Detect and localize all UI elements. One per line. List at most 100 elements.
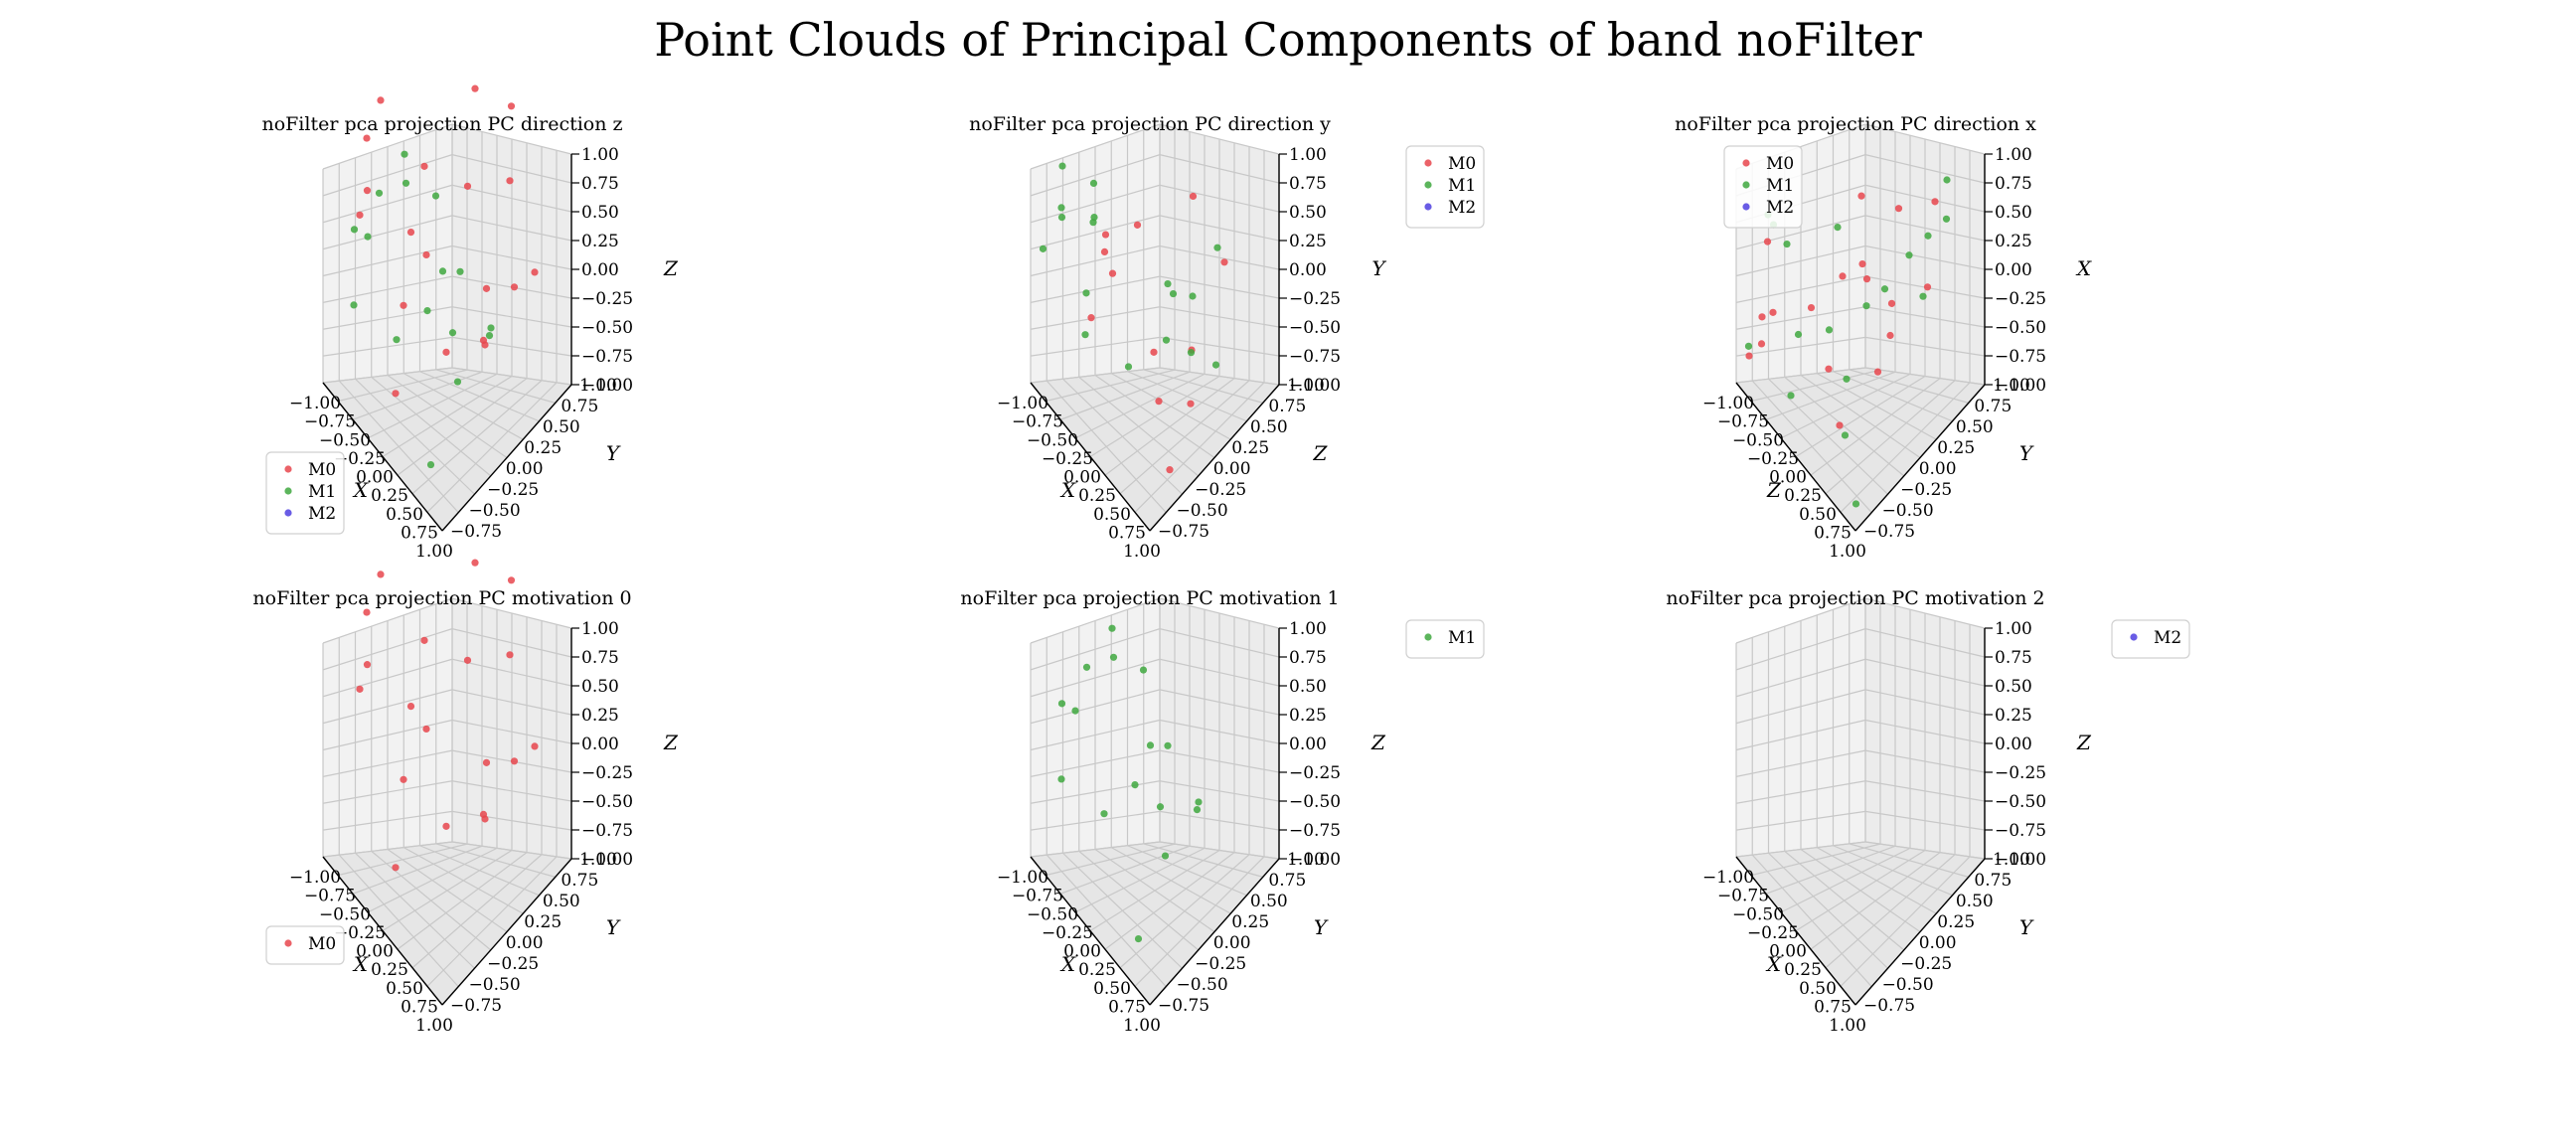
z-tick-label: −0.75 (1289, 821, 1341, 841)
x-tick-label: 0.75 (1814, 523, 1852, 543)
floor-gridline (426, 382, 558, 513)
x-tick-label: −0.50 (319, 904, 371, 924)
x-tick-label: 0.00 (356, 468, 394, 488)
left-gridline (1030, 719, 1161, 751)
x-tick-label: −1.00 (997, 868, 1048, 888)
data-point-M1 (1195, 798, 1203, 806)
right-gridline (451, 367, 572, 386)
y-tick-label: −0.75 (1863, 996, 1915, 1016)
y-tick-label: −0.25 (1900, 480, 1952, 500)
data-point-M0 (1857, 192, 1865, 200)
z-tick-label: 0.25 (1995, 232, 2032, 251)
y-axis-line (1149, 384, 1280, 532)
left-gridline (1030, 275, 1161, 303)
data-point-M0 (422, 250, 430, 259)
y-tick-label: 0.25 (524, 912, 562, 932)
data-point-M1 (350, 226, 359, 234)
left-gridline (1735, 245, 1866, 277)
data-point-M1 (438, 267, 447, 275)
data-point-M0 (363, 134, 371, 142)
data-point-M0 (471, 84, 479, 92)
floor-gridline (1078, 850, 1200, 951)
x-tick-label: 0.50 (1799, 505, 1837, 525)
data-point-M0 (1155, 398, 1163, 406)
right-gridline (1864, 367, 1986, 386)
data-point-M0 (1923, 283, 1932, 291)
data-point-M0 (1886, 331, 1894, 340)
z-tick-label: 0.25 (581, 706, 619, 726)
legend-marker-M2 (284, 509, 292, 517)
y-tick-label: 0.00 (1213, 933, 1251, 953)
data-point-M0 (356, 685, 364, 693)
x-axis-line (1735, 382, 1856, 532)
y-tick-label: 0.75 (1268, 397, 1306, 416)
data-point-M1 (1082, 663, 1091, 671)
data-point-M1 (1880, 285, 1889, 293)
subplot-2: −1.00−0.75−0.50−0.250.000.250.500.751.00… (969, 113, 1485, 562)
floor-gridline (338, 380, 459, 514)
subplot-grid: −1.00−0.75−0.50−0.250.000.250.500.751.00… (252, 84, 2190, 1036)
floor-gridline (411, 854, 543, 969)
subplot-title: noFilter pca projection PC motivation 1 (960, 587, 1339, 609)
data-point-M1 (453, 378, 462, 386)
y-axis-line (441, 384, 572, 532)
data-point-M1 (1862, 302, 1870, 310)
subplot-title: noFilter pca projection PC direction z (261, 113, 622, 135)
x-axis-name: X (1059, 952, 1076, 976)
z-tick-label: 0.25 (1995, 706, 2032, 726)
z-tick-label: −0.25 (1289, 763, 1341, 783)
data-point-M1 (487, 324, 495, 332)
right-gridline (451, 841, 572, 860)
data-point-M1 (1211, 361, 1220, 369)
left-gridline (322, 275, 453, 303)
floor-gridline (1784, 850, 1905, 951)
x-tick-label: 1.00 (1829, 542, 1866, 562)
z-tick-label: −0.25 (581, 289, 633, 309)
data-point-M1 (1843, 375, 1851, 383)
x-tick-label: −0.50 (1027, 430, 1078, 450)
z-tick-label: 0.00 (1995, 260, 2032, 280)
floor-gridline (1795, 375, 1926, 458)
data-point-M1 (426, 460, 435, 469)
data-point-M0 (481, 341, 489, 349)
z-tick-label: 0.50 (1995, 677, 2032, 697)
z-tick-label: 0.25 (1289, 232, 1327, 251)
data-point-M1 (1905, 251, 1913, 259)
x-tick-label: 0.25 (1078, 960, 1116, 980)
data-point-M1 (375, 189, 384, 197)
x-tick-label: −0.75 (1717, 412, 1769, 432)
left-gridline (322, 367, 453, 384)
data-point-M0 (1101, 231, 1110, 239)
y-tick-label: −0.25 (1900, 954, 1952, 974)
y-tick-label: −0.75 (1158, 522, 1209, 542)
data-point-M1 (1089, 179, 1098, 187)
right-gridline (1864, 719, 1986, 744)
floor-gridline (1810, 852, 1941, 950)
z-tick-label: −0.75 (1995, 347, 2046, 367)
data-point-M1 (1834, 224, 1842, 232)
floor-gridline (397, 852, 528, 950)
floor-gridline (1810, 378, 1941, 476)
data-point-M0 (471, 559, 479, 567)
legend-marker-M1 (284, 487, 292, 495)
x-tick-label: −1.00 (997, 394, 1048, 413)
x-tick-label: −0.25 (1747, 923, 1799, 943)
data-point-M0 (463, 656, 472, 664)
data-point-M0 (1873, 368, 1882, 376)
data-point-M1 (1108, 624, 1116, 632)
data-point-M0 (1757, 340, 1766, 348)
legend-box (1405, 619, 1485, 659)
right-gridline (1864, 749, 1986, 773)
z-axis-name: Z (2076, 731, 2092, 754)
z-tick-label: −0.25 (1995, 289, 2046, 309)
data-point-M1 (1841, 431, 1850, 439)
left-gridline (1735, 719, 1866, 751)
data-point-M0 (1836, 421, 1844, 429)
data-point-M0 (392, 864, 400, 872)
floor-gridline (1062, 378, 1183, 495)
left-gridline (1030, 841, 1161, 858)
legend-marker-M1 (1424, 633, 1432, 641)
left-gridline (1030, 367, 1161, 384)
x-tick-label: −0.50 (1732, 430, 1784, 450)
data-point-M1 (1039, 245, 1047, 252)
